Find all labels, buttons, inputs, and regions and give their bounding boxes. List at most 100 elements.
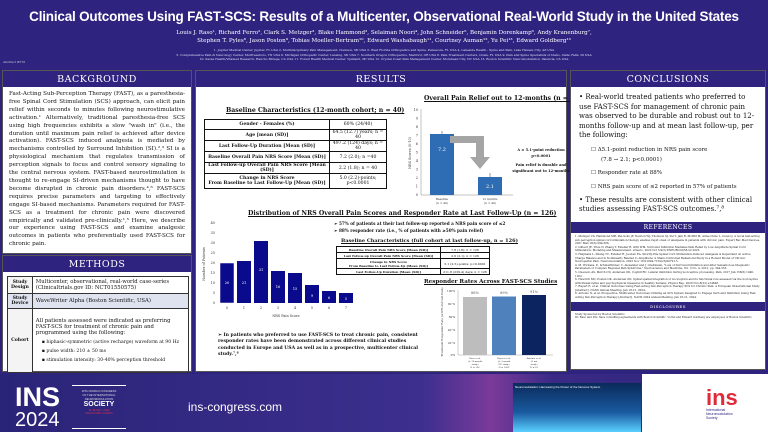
ins-logo: INS xyxy=(15,382,61,412)
bar-label: 2.1 xyxy=(486,184,494,190)
svg-text:(≥ 12-month: (≥ 12-month xyxy=(468,360,483,363)
baseline-full-table: Baseline Overall Pain NRS Score [Mean (S… xyxy=(336,246,490,275)
methods-key: Study Design xyxy=(7,276,33,294)
svg-text:20: 20 xyxy=(211,261,215,265)
reference-item: 2. Gilbert JE, Titus N, Zhang T, Estelle… xyxy=(575,244,746,253)
ins-year: 2024 xyxy=(15,409,60,431)
row-label: Last Follow-Up Duration [Mean (SD)] xyxy=(336,268,441,275)
methods-table: Study Design Multicenter, observational,… xyxy=(7,276,190,373)
methods-panel: METHODS Study Design Multicenter, observ… xyxy=(2,255,192,373)
congress-location: VANCOUVER, CANADA xyxy=(85,412,113,415)
row-label: Change in NRS Score From Baseline to Las… xyxy=(336,258,441,269)
svg-text:10: 10 xyxy=(414,108,418,112)
congress-url[interactable]: ins-congress.com xyxy=(188,400,283,414)
svg-text:3: 3 xyxy=(277,306,279,310)
responder-chart-title: Responder Rates Across FAST-SCS Studies xyxy=(424,279,558,285)
cohort-text: All patients assessed were indicated as … xyxy=(35,318,171,336)
svg-text:5: 5 xyxy=(416,151,418,155)
conclusion-sub-text: (7.8 → 2.1; p<0.0001) xyxy=(601,157,662,164)
conclusion-sub-text: Responder rate at 88% xyxy=(597,170,663,177)
conclusion-sub-text: NRS pain score of ≤2 reported in 57% of … xyxy=(597,183,737,190)
reference-item: 6. Hewrich MC, Poulen OK, Andersen OK. S… xyxy=(575,277,759,285)
svg-text:6: 6 xyxy=(328,296,331,300)
svg-text:4: 4 xyxy=(416,159,419,163)
distribution-bullet: ➢ 88% responder rate (i.e., % of patient… xyxy=(334,227,484,233)
reference-item: 8. Antonio N, et al. Prospective, Multic… xyxy=(575,291,757,300)
conclusions-panel: CONCLUSIONS • Real-world treated patient… xyxy=(570,70,766,370)
pain-relief-chart-title: Overall Pain Relief out to 12-months (n … xyxy=(424,95,582,102)
svg-text:1: 1 xyxy=(416,185,418,189)
disclosures-heading: DISCLOSURES xyxy=(571,301,765,311)
svg-text:(3 mo: (3 mo xyxy=(531,360,538,363)
logo-letters: ins xyxy=(706,385,738,410)
cohort-bullet-text: pulse width: 210 ± 50 ms xyxy=(46,349,106,354)
row-value: 497.2 (124) days; n = 40 xyxy=(329,140,387,152)
row-value: 2.2 (1.8); n = 40 xyxy=(329,162,387,174)
row-value: 5.0 (2.2)-points; p<0.0001 xyxy=(329,173,387,189)
baseline-full-caption: Baseline Characteristics (full cohort at… xyxy=(341,238,518,244)
conclusion-sub: (7.8 → 2.1; p<0.0001) xyxy=(601,156,757,164)
svg-text:20 %: 20 % xyxy=(448,341,455,345)
svg-text:21: 21 xyxy=(242,281,247,285)
bar-rayert xyxy=(492,296,516,355)
bullet-text: 57% of patients at their last follow-up … xyxy=(338,221,506,226)
affiliations-line-3: 10. Savas Health/Vitamed Research, Ranch… xyxy=(199,57,569,62)
cohort-bullet-text: biphasic-symmetric (active recharge) wav… xyxy=(46,340,180,345)
reference-item: 5. Quevedo AS, Mørch CD, Andersen OK, Co… xyxy=(575,269,754,278)
responder-rates-chart: Treatment Responder Rate (≥50% Percent P… xyxy=(440,288,553,369)
svg-text:N = 42: N = 42 xyxy=(530,366,539,369)
background-heading: BACKGROUND xyxy=(3,71,191,88)
table-row: Gender - Females (%) 60% (24/40) xyxy=(204,119,387,130)
cohort-bullet: ▪ pulse width: 210 ± 50 ms xyxy=(41,349,106,354)
row-value: 64.5 (12.7) years; n = 40 xyxy=(329,129,387,141)
logo-line: Society xyxy=(706,416,718,420)
cohort-bullets: ▪ biphasic-symmetric (active recharge) w… xyxy=(36,340,185,363)
svg-text:89%: 89% xyxy=(500,291,509,295)
row-value: 5.1 (2.5)-points; p<0.0001 xyxy=(440,258,490,269)
table-row: Change in NRS Score From Baseline to Las… xyxy=(336,258,490,269)
svg-text:31: 31 xyxy=(259,268,264,272)
table-row: Last Follow-Up Duration [Mean (SD)] 497.2… xyxy=(204,140,387,152)
conclusion-bullet: • These results are consistent with othe… xyxy=(579,195,753,214)
y-axis-label: Number of Patients xyxy=(202,247,206,281)
svg-text:91%: 91% xyxy=(530,290,539,294)
congress-line: OF THE INTERNATIONAL xyxy=(82,393,116,397)
results-panel: RESULTS Baseline Characteristics (12-mon… xyxy=(195,70,582,372)
bar-12-months xyxy=(478,177,502,195)
bar-label: 7.2 xyxy=(438,147,446,153)
x-axis-label: NRS Pain Score xyxy=(272,314,299,318)
society-label: SOCIETY xyxy=(83,401,115,408)
reference-item: 4. M. Wickens, K. Schmartlinner, C. Alex… xyxy=(575,262,750,271)
svg-text:16: 16 xyxy=(276,285,281,289)
svg-text:EU study): EU study) xyxy=(498,363,509,366)
footnote-text: In patients who preferred to use FAST-SC… xyxy=(218,333,419,358)
baseline-12-table: Gender - Females (%) 60% (24/40) Age [mea… xyxy=(204,119,387,189)
reduction-arrow xyxy=(450,136,490,169)
svg-text:80 %: 80 % xyxy=(448,302,455,306)
svg-text:30: 30 xyxy=(211,241,215,245)
svg-text:15: 15 xyxy=(293,287,298,291)
svg-text:100%: 100% xyxy=(447,289,455,293)
methods-key: Cohort xyxy=(7,308,33,373)
row-label: Baseline Overall Pain NRS Score [Mean (S… xyxy=(204,151,330,163)
congress-line: 16TH WORLD CONGRESS xyxy=(81,389,117,393)
reference-item: 7. Rayert E, et al. Clinical Outcomes Us… xyxy=(575,284,760,292)
svg-text:study): study) xyxy=(531,363,538,366)
svg-text:88%: 88% xyxy=(471,291,480,295)
row-label: Gender - Females (%) xyxy=(204,119,330,130)
row-value: 211.8 (239.4) days; n = 126 xyxy=(440,268,490,275)
row-label: Age [mean (SD)] xyxy=(204,129,330,141)
svg-text:1: 1 xyxy=(243,306,245,310)
annotation-line: Pain relief is durable and xyxy=(515,163,567,167)
svg-text:Baseline: Baseline xyxy=(436,197,448,201)
affiliations: 1. Jupiter Medical Center, Jupiter, FL U… xyxy=(0,48,768,62)
conclusions-heading: CONCLUSIONS xyxy=(571,71,765,88)
affiliations-line-1: 1. Jupiter Medical Center, Jupiter, FL U… xyxy=(213,48,555,52)
svg-text:N = 1082: N = 1082 xyxy=(499,366,510,369)
svg-text:0: 0 xyxy=(226,306,228,310)
distribution-bullets: ➢ 57% of patients at their last follow-u… xyxy=(334,221,505,234)
distribution-caption: Distribution of NRS Overall Pain Scores … xyxy=(248,210,557,217)
svg-text:6: 6 xyxy=(416,142,418,146)
row-value: 60% (24/40) xyxy=(329,119,387,130)
